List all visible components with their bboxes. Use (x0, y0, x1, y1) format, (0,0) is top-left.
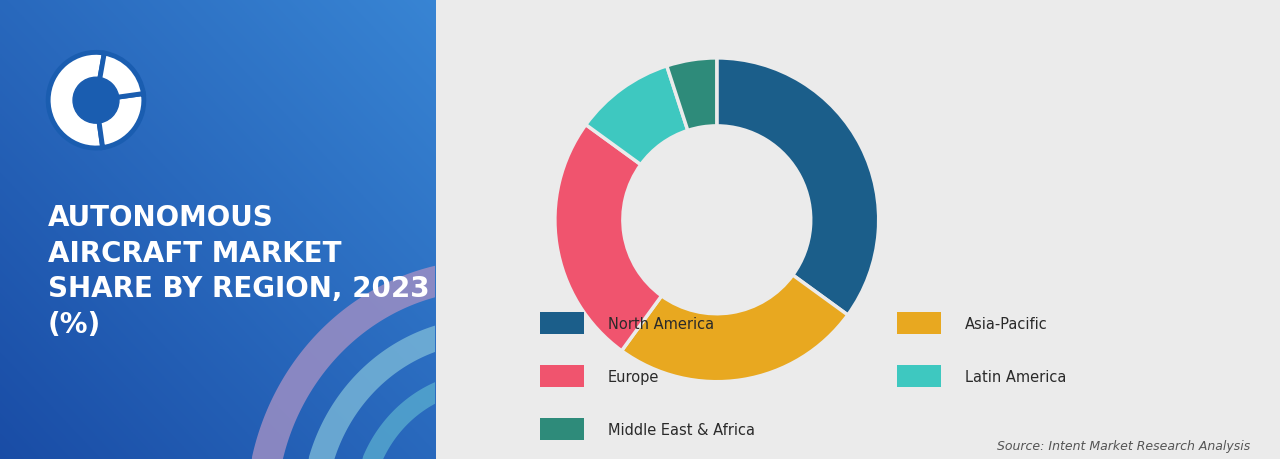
Wedge shape (556, 125, 662, 351)
FancyBboxPatch shape (540, 313, 584, 334)
Wedge shape (622, 275, 847, 382)
Text: North America: North America (608, 316, 714, 331)
Text: Middle East & Africa: Middle East & Africa (608, 422, 755, 437)
Text: Asia-Pacific: Asia-Pacific (965, 316, 1047, 331)
Wedge shape (96, 95, 143, 148)
Circle shape (73, 78, 119, 124)
FancyBboxPatch shape (540, 419, 584, 440)
FancyBboxPatch shape (897, 366, 941, 387)
Text: Europe: Europe (608, 369, 659, 384)
Text: AUTONOMOUS
AIRCRAFT MARKET
SHARE BY REGION, 2023
(%): AUTONOMOUS AIRCRAFT MARKET SHARE BY REGI… (47, 204, 429, 338)
Wedge shape (717, 59, 878, 315)
Wedge shape (49, 53, 104, 149)
Wedge shape (586, 67, 687, 165)
FancyBboxPatch shape (897, 313, 941, 334)
Text: Source: Intent Market Research Analysis: Source: Intent Market Research Analysis (997, 439, 1251, 452)
Text: Latin America: Latin America (965, 369, 1066, 384)
Wedge shape (667, 59, 717, 131)
FancyBboxPatch shape (540, 366, 584, 387)
Wedge shape (96, 54, 143, 101)
